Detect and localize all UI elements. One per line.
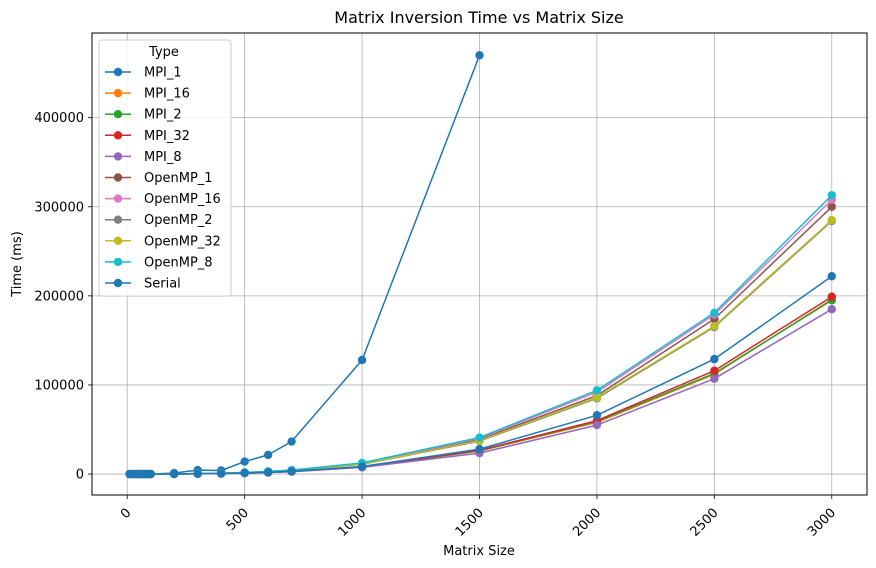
legend-marker [113,110,123,119]
legend-marker [113,88,123,98]
legend-label: Serial [144,277,181,292]
chart-title: Matrix Inversion Time vs Matrix Size [334,8,623,27]
legend-label: MPI_2 [144,108,182,123]
legend-label: MPI_16 [144,87,190,102]
legend-item-mpi-32: MPI_32 [105,129,190,144]
legend-item-openmp-8: OpenMP_8 [105,255,213,270]
data-point-mpi-1 [263,450,273,460]
legend-marker [113,131,123,140]
data-point-serial [710,354,719,364]
y-tick-label: 100000 [34,378,84,393]
legend-marker [113,194,123,203]
y-axis-label: Time (ms) [10,231,25,298]
legend-item-openmp-1: OpenMP_1 [105,171,213,186]
y-tick-label: 400000 [34,111,84,126]
legend-marker [113,215,123,224]
data-point-mpi-1 [287,437,296,446]
legend-marker [113,257,123,267]
data-point-mpi-32 [710,366,719,375]
data-point-serial [827,272,836,281]
data-point-serial [592,411,602,420]
data-point-mpi-8 [592,420,602,430]
data-point-serial [169,469,179,479]
legend-marker [113,236,123,245]
legend-box [98,39,232,297]
legend-marker [113,278,123,288]
legend-label: MPI_8 [144,150,182,165]
data-point-serial [146,469,155,479]
data-point-openmp-8 [827,190,836,200]
y-tick-label: 0 [76,468,84,483]
legend-marker [113,67,123,77]
legend: Type MPI_1 MPI_16 MPI_2 MPI_32 MPI_8 OpenMP_1 O… [98,39,232,297]
legend-label: MPI_1 [144,66,182,81]
data-point-openmp-32 [827,215,836,225]
legend-label: OpenMP_8 [144,255,213,270]
data-point-openmp-1 [827,202,836,211]
data-point-openmp-32 [710,321,719,331]
legend-label: OpenMP_32 [144,234,221,249]
legend-item-mpi-16: MPI_16 [105,87,190,102]
data-point-serial [216,469,226,478]
data-point-openmp-8 [475,433,484,442]
legend-label: OpenMP_16 [144,192,221,207]
data-point-serial [263,468,273,477]
data-point-openmp-8 [592,386,602,395]
data-point-serial [357,462,367,471]
data-point-mpi-8 [827,305,836,314]
data-point-mpi-32 [827,292,836,301]
data-point-openmp-8 [710,308,719,317]
data-point-serial [193,469,202,478]
y-tick-label: 200000 [34,289,84,304]
legend-item-openmp-2: OpenMP_2 [105,213,213,228]
data-point-mpi-8 [710,374,719,383]
legend-item-mpi-8: MPI_8 [105,150,182,165]
legend-title: Type [148,45,179,60]
series-layer [125,51,836,479]
legend-item-openmp-16: OpenMP_16 [105,192,221,207]
legend-item-mpi-2: MPI_2 [105,108,182,123]
data-point-mpi-1 [475,51,484,60]
legend-label: OpenMP_2 [144,213,213,228]
legend-marker [113,152,123,161]
legend-item-mpi-1: MPI_1 [105,66,182,81]
data-point-serial [240,468,249,478]
data-point-mpi-1 [357,355,367,365]
y-tick-label: 300000 [34,200,84,215]
data-point-mpi-1 [240,457,249,466]
legend-item-serial: Serial [105,277,181,292]
data-point-serial [287,467,296,476]
legend-marker [113,173,123,182]
series-serial [125,272,836,479]
legend-label: MPI_32 [144,129,190,144]
legend-item-openmp-32: OpenMP_32 [105,234,221,249]
legend-label: OpenMP_1 [144,171,213,186]
data-point-serial [475,444,484,454]
data-point-openmp-32 [592,393,602,402]
x-axis-label: Matrix Size [443,544,515,559]
